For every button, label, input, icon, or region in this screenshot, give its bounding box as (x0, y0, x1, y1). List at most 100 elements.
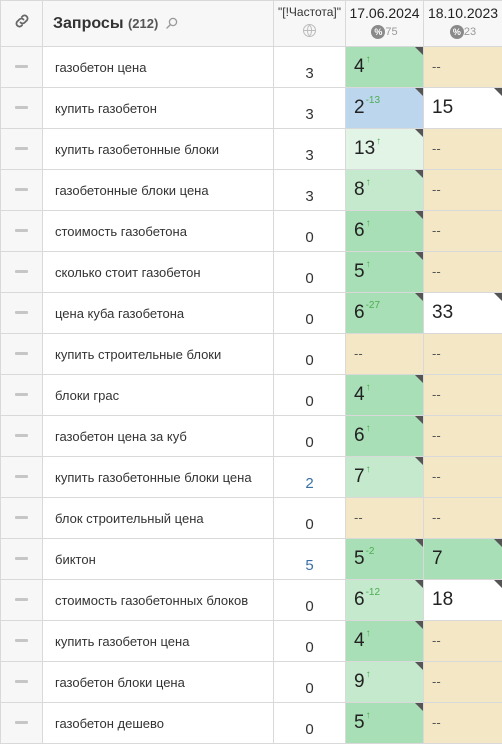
position-cell[interactable]: 6-12 (345, 579, 424, 621)
query-text[interactable]: биктон (42, 538, 274, 580)
position-cell[interactable]: -- (423, 702, 502, 744)
position-cell[interactable]: 5↑ (345, 702, 424, 744)
position-cell[interactable]: 5↑ (345, 251, 424, 293)
date-column-header-2[interactable]: 18.10.2023 % 23 (423, 0, 502, 47)
position-cell[interactable]: 33 (423, 292, 502, 334)
minus-icon[interactable] (15, 393, 28, 397)
position-cell[interactable]: -- (423, 620, 502, 662)
query-text[interactable]: газобетон блоки цена (42, 661, 274, 703)
row-toggle[interactable] (0, 456, 43, 498)
position-cell[interactable]: -- (423, 456, 502, 498)
position-cell[interactable]: -- (345, 497, 424, 539)
query-text[interactable]: цена куба газобетона (42, 292, 274, 334)
search-icon[interactable] (166, 17, 178, 29)
query-text[interactable]: купить строительные блоки (42, 333, 274, 375)
row-toggle[interactable] (0, 251, 43, 293)
query-text[interactable]: купить газобетон (42, 87, 274, 129)
minus-icon[interactable] (15, 721, 28, 725)
row-toggle[interactable] (0, 292, 43, 334)
position-cell[interactable]: 6↑ (345, 415, 424, 457)
link-column-header[interactable] (0, 0, 43, 47)
frequency-value: 3 (273, 87, 346, 129)
position-cell[interactable]: 15 (423, 87, 502, 129)
table-row: газобетон дешево 0 5↑ -- (0, 702, 502, 744)
date-column-header-1[interactable]: 17.06.2024 % 75 (345, 0, 424, 47)
minus-icon[interactable] (15, 188, 28, 192)
link-icon[interactable] (13, 12, 31, 30)
minus-icon[interactable] (15, 147, 28, 151)
minus-icon[interactable] (15, 434, 28, 438)
minus-icon[interactable] (15, 229, 28, 233)
query-text[interactable]: купить газобетон цена (42, 620, 274, 662)
position-cell[interactable]: -- (423, 169, 502, 211)
position-cell[interactable]: 13↑ (345, 128, 424, 170)
position-change: -27 (365, 300, 381, 311)
minus-icon[interactable] (15, 270, 28, 274)
minus-icon[interactable] (15, 639, 28, 643)
position-cell[interactable]: 6-27 (345, 292, 424, 334)
query-text[interactable]: газобетонные блоки цена (42, 169, 274, 211)
query-text[interactable]: блоки грас (42, 374, 274, 416)
row-toggle[interactable] (0, 661, 43, 703)
position-cell[interactable]: 4↑ (345, 620, 424, 662)
position-cell[interactable]: -- (423, 374, 502, 416)
position-cell[interactable]: -- (423, 46, 502, 88)
row-toggle[interactable] (0, 87, 43, 129)
position-value: -- (432, 387, 441, 402)
position-cell[interactable]: -- (345, 333, 424, 375)
query-text[interactable]: газобетон цена (42, 46, 274, 88)
minus-icon[interactable] (15, 65, 28, 69)
row-toggle[interactable] (0, 415, 43, 457)
row-toggle[interactable] (0, 702, 43, 744)
row-toggle[interactable] (0, 620, 43, 662)
row-toggle[interactable] (0, 333, 43, 375)
row-toggle[interactable] (0, 46, 43, 88)
position-cell[interactable]: 7↑ (345, 456, 424, 498)
minus-icon[interactable] (15, 680, 28, 684)
minus-icon[interactable] (15, 311, 28, 315)
position-cell[interactable]: 4↑ (345, 46, 424, 88)
minus-icon[interactable] (15, 598, 28, 602)
position-cell[interactable]: -- (423, 415, 502, 457)
query-text[interactable]: газобетон цена за куб (42, 415, 274, 457)
frequency-column-header[interactable]: "[!Частота]" (273, 0, 346, 47)
frequency-value: 0 (273, 620, 346, 662)
query-text[interactable]: газобетон дешево (42, 702, 274, 744)
row-toggle[interactable] (0, 210, 43, 252)
position-cell[interactable]: -- (423, 251, 502, 293)
position-cell[interactable]: 9↑ (345, 661, 424, 703)
query-text[interactable]: купить газобетонные блоки (42, 128, 274, 170)
minus-icon[interactable] (15, 352, 28, 356)
minus-icon[interactable] (15, 106, 28, 110)
row-toggle[interactable] (0, 497, 43, 539)
query-text[interactable]: стоимость газобетонных блоков (42, 579, 274, 621)
position-cell[interactable]: -- (423, 661, 502, 703)
minus-icon[interactable] (15, 557, 28, 561)
position-value: 6 (354, 220, 365, 241)
position-cell[interactable]: -- (423, 497, 502, 539)
position-cell[interactable]: 7 (423, 538, 502, 580)
position-cell[interactable]: 6↑ (345, 210, 424, 252)
position-cell[interactable]: 5-2 (345, 538, 424, 580)
table-row: стоимость газобетонных блоков 0 6-12 18 (0, 579, 502, 621)
row-toggle[interactable] (0, 128, 43, 170)
position-cell[interactable]: 18 (423, 579, 502, 621)
position-cell[interactable]: -- (423, 128, 502, 170)
minus-icon[interactable] (15, 516, 28, 520)
position-value: -- (432, 59, 441, 74)
row-toggle[interactable] (0, 169, 43, 211)
query-column-header[interactable]: Запросы (212) (42, 0, 274, 47)
row-toggle[interactable] (0, 579, 43, 621)
row-toggle[interactable] (0, 374, 43, 416)
position-cell[interactable]: 4↑ (345, 374, 424, 416)
query-text[interactable]: блок строительный цена (42, 497, 274, 539)
position-cell[interactable]: -- (423, 333, 502, 375)
position-cell[interactable]: 2-13 (345, 87, 424, 129)
position-cell[interactable]: 8↑ (345, 169, 424, 211)
row-toggle[interactable] (0, 538, 43, 580)
query-text[interactable]: стоимость газобетона (42, 210, 274, 252)
position-cell[interactable]: -- (423, 210, 502, 252)
query-text[interactable]: сколько стоит газобетон (42, 251, 274, 293)
query-text[interactable]: купить газобетонные блоки цена (42, 456, 274, 498)
minus-icon[interactable] (15, 475, 28, 479)
